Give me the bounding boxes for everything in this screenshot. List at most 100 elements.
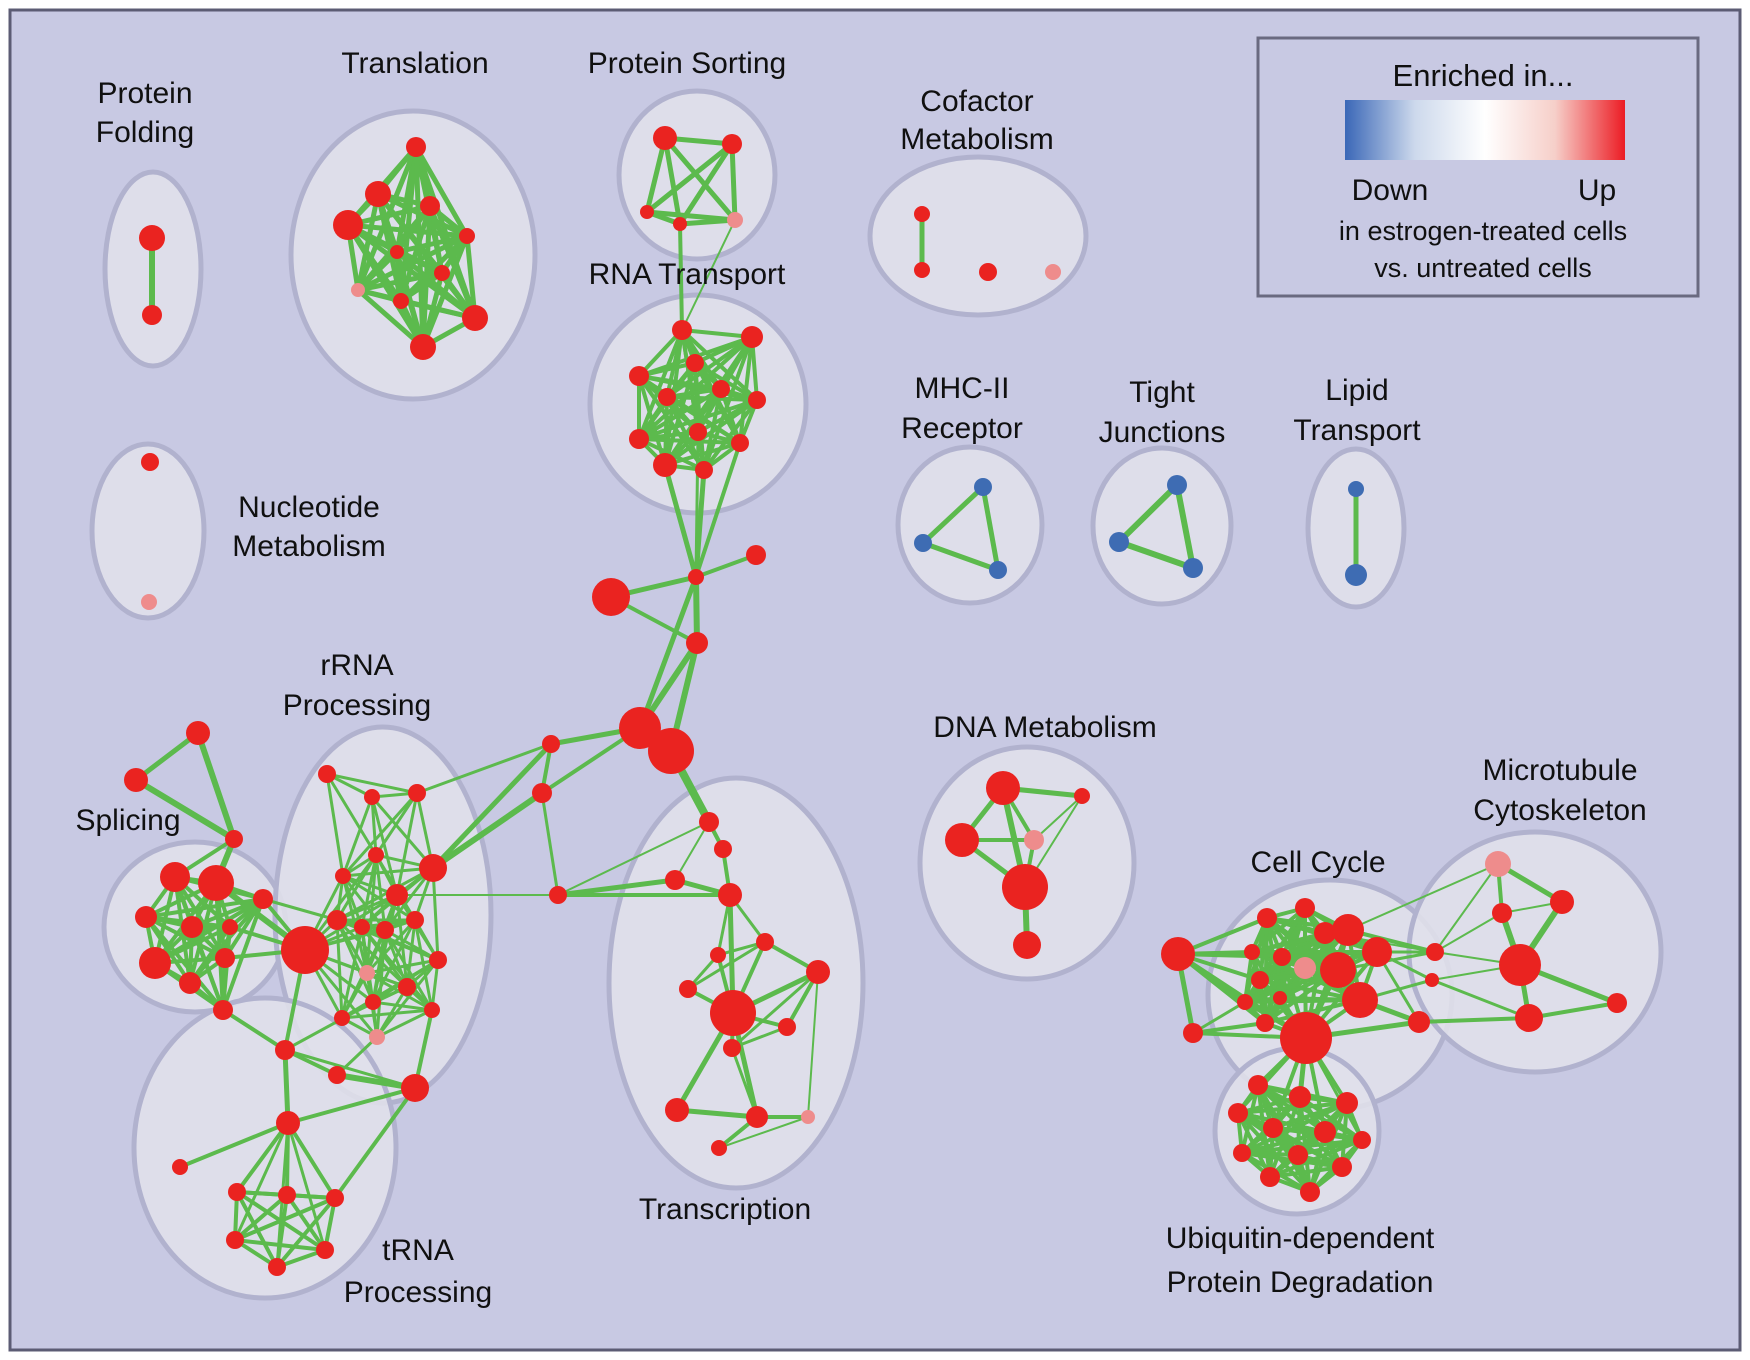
node-rna_transport-11[interactable] — [695, 461, 713, 479]
node-rna_transport-0[interactable] — [672, 320, 692, 340]
node-trna-9[interactable] — [316, 1241, 334, 1259]
node-translation-10[interactable] — [410, 334, 436, 360]
node-conn-8[interactable] — [549, 886, 567, 904]
node-protein_sorting-4[interactable] — [727, 212, 743, 228]
node-ubiquitin-2[interactable] — [1336, 1092, 1358, 1114]
node-protein_folding-1[interactable] — [142, 305, 162, 325]
node-dna-1[interactable] — [1074, 788, 1090, 804]
node-ubiquitin-4[interactable] — [1263, 1118, 1283, 1138]
node-translation-0[interactable] — [406, 137, 426, 157]
node-ubiquitin-1[interactable] — [1289, 1086, 1311, 1108]
node-splicing-10[interactable] — [215, 948, 235, 968]
node-translation-6[interactable] — [434, 265, 450, 281]
node-conn-7[interactable] — [532, 783, 552, 803]
node-trna-7[interactable] — [326, 1189, 344, 1207]
node-translation-8[interactable] — [393, 293, 409, 309]
node-rrna-10[interactable] — [406, 911, 424, 929]
node-translation-5[interactable] — [390, 245, 404, 259]
node-splicing-12[interactable] — [213, 1000, 233, 1020]
node-transcription-8[interactable] — [710, 990, 756, 1036]
node-trna-10[interactable] — [268, 1258, 286, 1276]
node-rrna-7[interactable] — [327, 910, 347, 930]
node-translation-2[interactable] — [420, 196, 440, 216]
node-lipid-1[interactable] — [1345, 564, 1367, 586]
node-transcription-7[interactable] — [679, 980, 697, 998]
node-rna_transport-3[interactable] — [629, 366, 649, 386]
node-dna-5[interactable] — [1013, 931, 1041, 959]
node-translation-1[interactable] — [365, 181, 391, 207]
node-protein_sorting-2[interactable] — [640, 205, 654, 219]
node-mhc-2[interactable] — [989, 561, 1007, 579]
node-transcription-12[interactable] — [746, 1106, 768, 1128]
node-rrna-15[interactable] — [365, 994, 381, 1010]
node-cellcycle-6[interactable] — [1362, 937, 1392, 967]
node-trna-2[interactable] — [401, 1074, 429, 1102]
node-splicing-3[interactable] — [160, 862, 190, 892]
node-cellcycle-16[interactable] — [1280, 1012, 1332, 1064]
node-tight-2[interactable] — [1183, 558, 1203, 578]
node-ubiquitin-3[interactable] — [1228, 1103, 1248, 1123]
node-rrna-6[interactable] — [386, 884, 408, 906]
node-cofactor-0[interactable] — [914, 206, 930, 222]
node-cellcycle-10[interactable] — [1251, 971, 1269, 989]
node-ubiquitin-7[interactable] — [1233, 1144, 1251, 1162]
node-trna-6[interactable] — [278, 1186, 296, 1204]
node-rrna-0[interactable] — [318, 765, 336, 783]
node-conn-4[interactable] — [619, 707, 661, 749]
node-cofactor-1[interactable] — [914, 262, 930, 278]
node-transcription-5[interactable] — [710, 947, 726, 963]
node-transcription-4[interactable] — [756, 933, 774, 951]
node-rna_transport-6[interactable] — [748, 391, 766, 409]
node-cellcycle-2[interactable] — [1257, 908, 1277, 928]
node-transcription-10[interactable] — [723, 1039, 741, 1057]
node-tight-1[interactable] — [1109, 532, 1129, 552]
node-cofactor-2[interactable] — [979, 263, 997, 281]
node-protein_sorting-1[interactable] — [722, 134, 742, 154]
node-dna-4[interactable] — [1002, 864, 1048, 910]
node-translation-4[interactable] — [459, 228, 475, 244]
node-splicing-11[interactable] — [179, 972, 201, 994]
node-ubiquitin-9[interactable] — [1332, 1157, 1352, 1177]
node-cellcycle-13[interactable] — [1256, 1014, 1274, 1032]
node-cellcycle-4[interactable] — [1314, 922, 1336, 944]
node-trna-4[interactable] — [172, 1159, 188, 1175]
node-transcription-3[interactable] — [718, 883, 742, 907]
node-conn-3[interactable] — [686, 632, 708, 654]
node-microtubule-2[interactable] — [1492, 903, 1512, 923]
node-conn-0[interactable] — [592, 578, 630, 616]
node-protein_sorting-0[interactable] — [653, 126, 677, 150]
node-trna-3[interactable] — [276, 1111, 300, 1135]
node-ubiquitin-10[interactable] — [1260, 1167, 1280, 1187]
node-rna_transport-1[interactable] — [741, 326, 763, 348]
node-mhc-0[interactable] — [974, 478, 992, 496]
node-lipid-0[interactable] — [1348, 481, 1364, 497]
node-rna_transport-10[interactable] — [653, 453, 677, 477]
node-rna_transport-7[interactable] — [689, 423, 707, 441]
node-rna_transport-2[interactable] — [686, 354, 704, 372]
node-rrna-4[interactable] — [419, 854, 447, 882]
node-ubiquitin-8[interactable] — [1288, 1145, 1308, 1165]
node-dna-3[interactable] — [1024, 830, 1044, 850]
node-microtubule-1[interactable] — [1550, 890, 1574, 914]
node-rrna-1[interactable] — [364, 789, 380, 805]
node-trna-5[interactable] — [228, 1183, 246, 1201]
node-microtubule-7[interactable] — [1425, 973, 1439, 987]
node-rrna-16[interactable] — [424, 1002, 440, 1018]
node-cellcycle-7[interactable] — [1244, 944, 1260, 960]
node-rrna-14[interactable] — [398, 978, 416, 996]
node-rrna-11[interactable] — [281, 926, 329, 974]
node-transcription-13[interactable] — [801, 1110, 815, 1124]
node-mhc-1[interactable] — [914, 534, 932, 552]
node-cellcycle-14[interactable] — [1320, 952, 1356, 988]
node-rrna-2[interactable] — [408, 784, 426, 802]
node-translation-9[interactable] — [462, 305, 488, 331]
node-microtubule-3[interactable] — [1499, 944, 1541, 986]
node-microtubule-8[interactable] — [1408, 1011, 1430, 1033]
node-nucleotide-1[interactable] — [141, 594, 157, 610]
node-conn-6[interactable] — [542, 735, 560, 753]
node-protein_folding-0[interactable] — [139, 225, 165, 251]
node-translation-3[interactable] — [333, 210, 363, 240]
node-microtubule-0[interactable] — [1485, 851, 1511, 877]
node-transcription-9[interactable] — [778, 1018, 796, 1036]
node-rrna-8[interactable] — [354, 919, 370, 935]
